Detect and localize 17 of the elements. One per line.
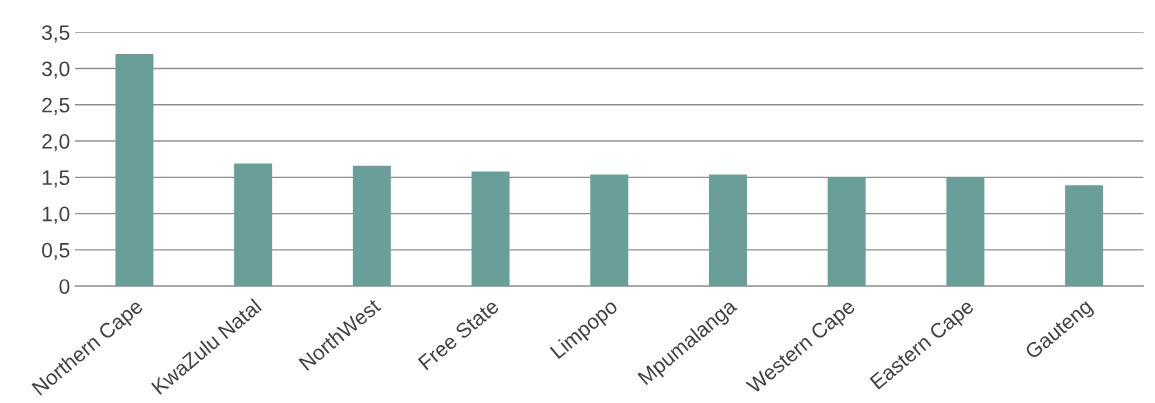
- y-tick-label: 3,5: [42, 25, 70, 43]
- y-tick-label: 0,5: [42, 242, 70, 261]
- bar: [946, 177, 985, 287]
- bar: [590, 174, 629, 287]
- bar: [234, 163, 273, 287]
- y-tick-label: 1,0: [42, 206, 70, 224]
- bar: [352, 165, 391, 287]
- bar: [708, 174, 747, 287]
- y-tick-label: 2,0: [42, 134, 70, 152]
- bar: [115, 54, 154, 287]
- y-tick-label: 2,5: [42, 97, 70, 115]
- y-tick-label: 0: [59, 279, 70, 294]
- bar: [471, 171, 510, 287]
- bar: [1065, 185, 1104, 287]
- y-tick-label: 1,5: [42, 170, 70, 188]
- y-tick-label: 3,0: [42, 61, 70, 79]
- bar: [827, 177, 866, 287]
